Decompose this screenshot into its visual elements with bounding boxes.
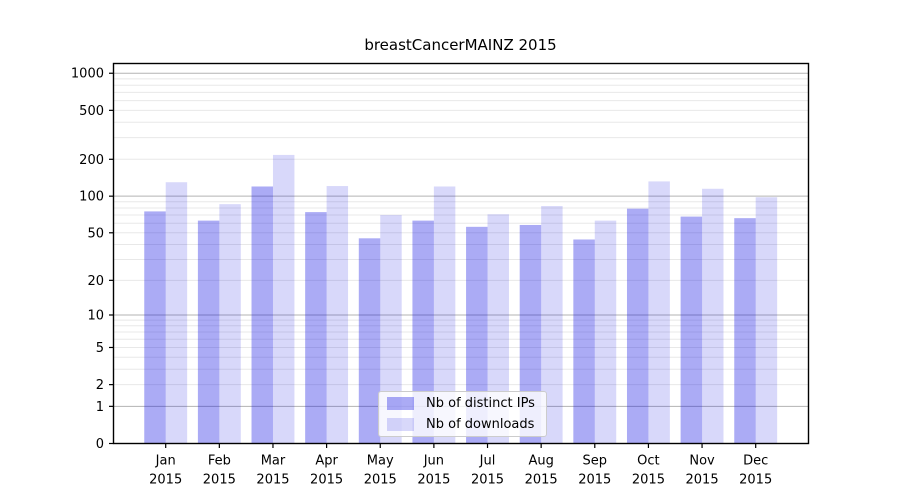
- x-tick-label-dec: Dec: [743, 454, 768, 469]
- bar-downloads-feb: [219, 204, 241, 444]
- y-tick-label-0: 0: [96, 437, 104, 452]
- plot-frame: [112, 62, 810, 445]
- x-tick-label-mar: Mar: [261, 454, 286, 469]
- bar-downloads-mar: [272, 154, 295, 444]
- x-tick-label-may: May: [367, 454, 394, 469]
- legend-item-downloads: Nb of downloads: [387, 416, 546, 433]
- x-tick-label-year-jun: 2015: [417, 473, 450, 488]
- legend-item-distinct-ips: Nb of distinct IPs: [387, 395, 546, 412]
- y-tick-label-500: 500: [79, 104, 104, 119]
- bar-distinct-ips-mar: [251, 186, 273, 444]
- x-tick-label-year-dec: 2015: [739, 473, 772, 488]
- bar-downloads-jun: [433, 186, 456, 444]
- x-tick-label-year-feb: 2015: [203, 473, 236, 488]
- bar-distinct-ips-sep: [573, 239, 595, 444]
- legend-label-distinct-ips: Nb of distinct IPs: [426, 396, 535, 412]
- y-tick-label-100: 100: [79, 190, 104, 205]
- bar-downloads-dec: [755, 197, 778, 444]
- x-tick-label-year-apr: 2015: [310, 473, 343, 488]
- y-tick-label-2: 2: [96, 378, 104, 393]
- x-tick-label-sep: Sep: [583, 454, 608, 469]
- bar-distinct-ips-nov: [680, 216, 703, 444]
- x-tick-label-oct: Oct: [637, 454, 659, 469]
- x-tick-label-year-may: 2015: [364, 473, 397, 488]
- x-tick-label-apr: Apr: [315, 454, 338, 469]
- y-tick-label-5: 5: [96, 341, 104, 356]
- bar-distinct-ips-apr: [305, 212, 327, 444]
- bar-distinct-ips-aug: [519, 224, 542, 444]
- x-tick-label-year-sep: 2015: [578, 473, 611, 488]
- bar-downloads-apr: [326, 186, 349, 444]
- x-tick-label-year-oct: 2015: [632, 473, 665, 488]
- bar-downloads-sep: [594, 220, 617, 444]
- x-tick-label-year-mar: 2015: [256, 473, 289, 488]
- bar-distinct-ips-jan: [144, 211, 166, 444]
- x-tick-label-jun: Jun: [423, 454, 444, 469]
- x-tick-label-year-jan: 2015: [149, 473, 182, 488]
- chart-title: breastCancerMAINZ 2015: [364, 36, 557, 54]
- x-tick-label-year-aug: 2015: [525, 473, 558, 488]
- bar-distinct-ips-feb: [197, 220, 220, 444]
- y-tick-label-1: 1: [96, 400, 104, 415]
- bar-distinct-ips-oct: [626, 208, 649, 444]
- bar-downloads-jan: [165, 182, 188, 444]
- bar-downloads-jul: [487, 214, 509, 444]
- legend-swatch-downloads: [387, 417, 414, 431]
- bar-downloads-nov: [702, 188, 724, 444]
- x-tick-label-nov: Nov: [689, 454, 715, 469]
- legend-label-downloads: Nb of downloads: [426, 416, 535, 432]
- bar-distinct-ips-jun: [412, 220, 434, 444]
- y-tick-label-10: 10: [87, 308, 104, 323]
- y-tick-label-20: 20: [87, 274, 104, 289]
- bar-downloads-may: [380, 215, 402, 444]
- x-tick-label-jul: Jul: [479, 454, 496, 469]
- x-tick-label-year-nov: 2015: [686, 473, 719, 488]
- x-tick-label-aug: Aug: [528, 454, 553, 469]
- legend-swatch-distinct-ips: [387, 397, 414, 411]
- bar-distinct-ips-may: [358, 238, 381, 444]
- y-tick-label-50: 50: [87, 226, 104, 241]
- y-tick-label-200: 200: [79, 153, 104, 168]
- x-tick-label-jan: Jan: [155, 454, 176, 469]
- y-tick-label-1000: 1000: [71, 67, 104, 82]
- bar-distinct-ips-jul: [466, 226, 488, 444]
- bar-downloads-oct: [648, 181, 670, 444]
- bar-distinct-ips-dec: [734, 218, 756, 444]
- x-tick-label-feb: Feb: [208, 454, 231, 469]
- x-tick-label-year-jul: 2015: [471, 473, 504, 488]
- bar-downloads-aug: [541, 206, 563, 444]
- legend: Nb of distinct IPs Nb of downloads: [378, 391, 547, 437]
